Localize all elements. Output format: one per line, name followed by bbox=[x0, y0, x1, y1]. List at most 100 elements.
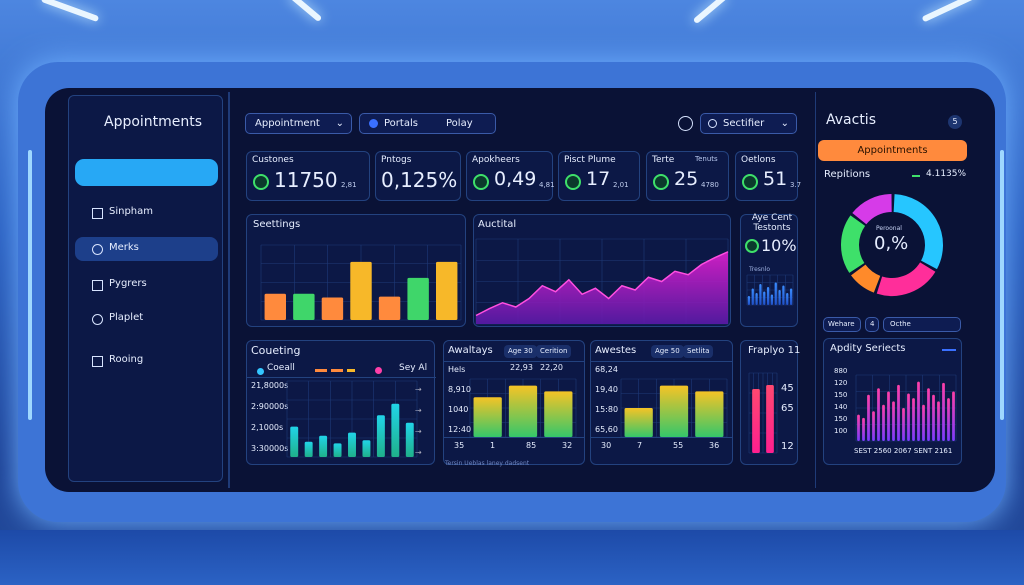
legend-swatch bbox=[315, 369, 355, 372]
side-light bbox=[1000, 150, 1004, 420]
menu-item[interactable]: Sinpham bbox=[109, 206, 154, 217]
row-label: 140 bbox=[834, 403, 848, 411]
filter-dropdown[interactable]: Appointment ⌄ bbox=[245, 113, 352, 134]
control[interactable]: Wehare bbox=[823, 317, 861, 332]
arrow: → bbox=[415, 385, 422, 394]
bar bbox=[857, 414, 860, 441]
kpi-sub: 3.7 bbox=[790, 181, 802, 189]
value-label: 22,93 bbox=[510, 363, 533, 372]
chart-title: Fraplyo 11 bbox=[748, 345, 801, 356]
bar bbox=[882, 404, 885, 441]
x-tick-label: 30 bbox=[601, 441, 612, 450]
tag: Setlita bbox=[683, 345, 714, 358]
arrow: → bbox=[415, 448, 422, 457]
search-icon[interactable] bbox=[678, 116, 693, 131]
chart-title: Apdity Seriects bbox=[830, 343, 906, 354]
separator bbox=[247, 377, 436, 378]
axis-label: 65 bbox=[781, 403, 794, 414]
bar bbox=[766, 385, 774, 453]
kpi-label: Pntogs bbox=[381, 155, 412, 165]
divider bbox=[228, 92, 230, 488]
status-icon bbox=[745, 239, 759, 253]
bar bbox=[348, 432, 356, 457]
chevron: ⌄ bbox=[335, 118, 344, 129]
bar bbox=[774, 282, 777, 305]
bar bbox=[907, 393, 910, 441]
menu-item[interactable]: Plaplet bbox=[109, 312, 144, 323]
kpi-icon bbox=[653, 174, 669, 190]
plot bbox=[620, 378, 728, 438]
chart-title: Aye Cent Testonts bbox=[751, 213, 793, 233]
control[interactable]: 4 bbox=[865, 317, 879, 332]
menu-item[interactable]: Pygrers bbox=[109, 278, 147, 289]
bar bbox=[759, 284, 762, 305]
bar bbox=[473, 397, 502, 437]
row-label: 19,40 bbox=[595, 385, 618, 394]
bar bbox=[304, 441, 313, 457]
line bbox=[475, 251, 729, 317]
side-light bbox=[28, 150, 32, 420]
bar bbox=[290, 426, 299, 457]
filter-dropdown[interactable]: Portals Polay bbox=[359, 113, 496, 134]
sidebar-title: Appointments bbox=[104, 114, 203, 130]
donut-segment bbox=[876, 261, 936, 296]
kpi-sub: 4780 bbox=[701, 181, 719, 189]
donut bbox=[841, 194, 943, 296]
menu-icon bbox=[92, 208, 103, 219]
legend-label: Coeall bbox=[267, 363, 295, 373]
ceiling-light bbox=[40, 0, 100, 23]
chart-title: Awestes bbox=[595, 345, 637, 356]
control[interactable]: Octhe bbox=[883, 317, 961, 332]
bar bbox=[436, 261, 458, 320]
kpi-card: Apokheers 0,49 4,81 bbox=[466, 151, 555, 201]
bar bbox=[778, 290, 781, 305]
row-label: 120 bbox=[834, 379, 848, 387]
kpi-sub: 2,81 bbox=[341, 181, 357, 189]
menu-item[interactable]: Rooing bbox=[109, 354, 144, 365]
bar bbox=[782, 285, 785, 305]
floor-reflection bbox=[0, 530, 1024, 585]
bar bbox=[947, 398, 950, 441]
plot bbox=[748, 372, 778, 454]
plot bbox=[746, 274, 794, 306]
donut-segment bbox=[852, 194, 893, 225]
bar bbox=[333, 443, 342, 457]
row-label: 100 bbox=[834, 427, 848, 435]
axis-label: 12 bbox=[781, 441, 794, 452]
bar bbox=[872, 411, 875, 441]
bar bbox=[932, 394, 935, 441]
bar bbox=[867, 394, 870, 441]
bar bbox=[376, 415, 385, 457]
bar bbox=[747, 296, 751, 305]
search-dropdown[interactable]: Sectifier ⌄ bbox=[700, 113, 797, 134]
row-label: 3:30000s bbox=[251, 444, 289, 453]
kpi-label: Custones bbox=[252, 155, 294, 165]
legend-swatch bbox=[375, 367, 382, 374]
donut-caption: Peroonal bbox=[876, 225, 902, 232]
kpi-card: Pntogs 0,125% bbox=[375, 151, 461, 201]
bar bbox=[752, 389, 760, 453]
trend-mark bbox=[912, 175, 920, 177]
orange-button[interactable]: Appointments bbox=[818, 140, 967, 161]
ceiling-light bbox=[287, 0, 323, 23]
x-tick-label: 55 bbox=[673, 441, 684, 450]
row-label: 12:40 bbox=[448, 425, 472, 434]
bar bbox=[350, 261, 372, 320]
chart-panel: Fraplyo 11 45 65 12 bbox=[740, 340, 801, 465]
ceiling-light bbox=[921, 0, 979, 23]
filter-label: Portals bbox=[384, 118, 418, 129]
tag: Age 30 bbox=[504, 345, 537, 358]
kpi-value: 0,125% bbox=[381, 168, 458, 192]
row-label: 150 bbox=[834, 391, 848, 399]
value-label: 22,20 bbox=[540, 363, 563, 372]
kpi-value: 0,49 bbox=[494, 168, 537, 190]
chart-value: 10% bbox=[761, 236, 797, 255]
chart-title: Coueting bbox=[251, 344, 301, 357]
row-label: 2,1000s bbox=[251, 423, 284, 432]
menu-icon bbox=[92, 314, 103, 325]
primary-button[interactable] bbox=[75, 159, 218, 186]
bar bbox=[766, 287, 770, 305]
separator bbox=[591, 437, 732, 438]
menu-item[interactable]: Merks bbox=[109, 242, 139, 253]
chart-panel: Seettings bbox=[246, 214, 466, 327]
